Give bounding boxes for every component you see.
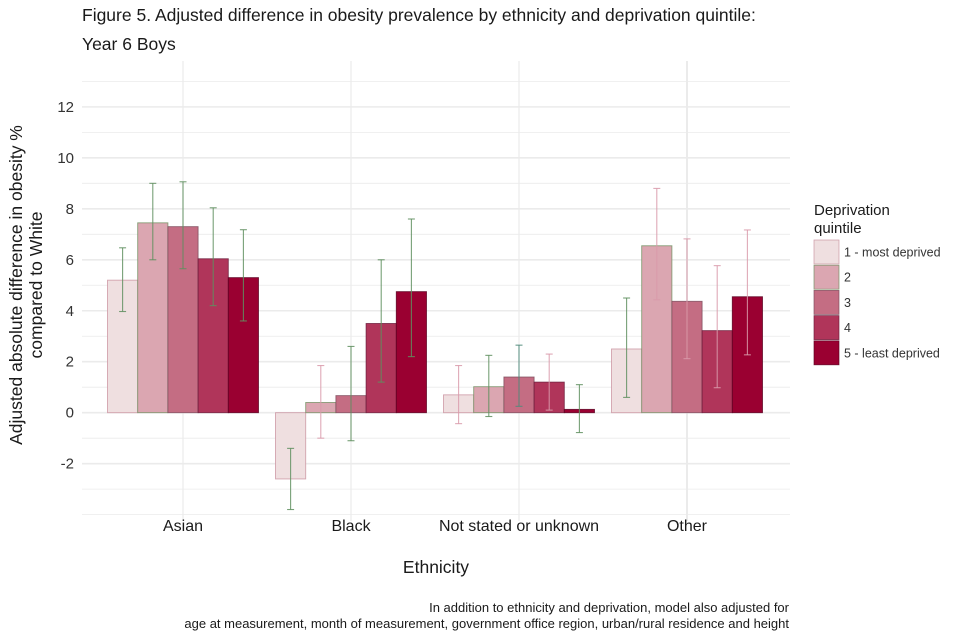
y-tick-label: 4 <box>66 303 74 320</box>
error-bar <box>317 364 325 439</box>
error-bar <box>545 353 553 411</box>
error-bar <box>347 345 355 442</box>
y-tick-label: 10 <box>57 150 74 167</box>
legend-title-line2: quintile <box>814 220 862 237</box>
legend-label-3: 3 <box>844 296 851 310</box>
y-tick-label: 0 <box>66 405 74 422</box>
chart-title: Figure 5. Adjusted difference in obesity… <box>82 5 756 25</box>
legend-key-4 <box>813 315 840 341</box>
y-axis-ticks: -2 0 2 4 6 8 10 12 <box>57 99 74 473</box>
bars <box>107 222 763 480</box>
y-axis-title-line1: Adjusted absolute difference in obesity … <box>6 125 26 445</box>
y-tick-label: 12 <box>57 99 74 116</box>
y-axis-title: Adjusted absolute difference in obesity … <box>6 125 46 445</box>
legend-label-2: 2 <box>844 271 851 285</box>
legend-key-2 <box>813 264 840 290</box>
y-tick-label: -2 <box>61 456 74 473</box>
error-bar <box>455 364 463 425</box>
x-tick-label: Other <box>667 518 708 535</box>
x-tick-label: Black <box>331 518 371 535</box>
error-bar <box>407 218 415 358</box>
y-tick-label: 2 <box>66 354 74 371</box>
error-bar <box>683 238 691 360</box>
error-bar <box>653 187 661 301</box>
y-tick-label: 8 <box>66 201 74 218</box>
error-bars <box>119 181 751 511</box>
error-bar <box>743 229 751 356</box>
y-axis-title-line2: compared to White <box>26 212 46 359</box>
x-axis-title: Ethnicity <box>403 557 469 577</box>
x-axis-ticks: Asian Black Not stated or unknown Other <box>163 518 708 535</box>
chart-subtitle: Year 6 Boys <box>82 34 176 54</box>
legend-label-5: 5 - least deprived <box>844 346 940 360</box>
error-bar <box>287 447 295 511</box>
error-bar <box>485 354 493 418</box>
error-bar <box>239 229 247 322</box>
legend-label-1: 1 - most deprived <box>844 246 941 260</box>
legend-key-5 <box>813 340 840 366</box>
legend-label-4: 4 <box>844 321 851 335</box>
error-bar <box>179 181 187 270</box>
error-bar <box>623 297 631 398</box>
error-bar <box>377 259 385 383</box>
legend-title-line1: Deprivation <box>814 202 890 219</box>
caption-line2: age at measurement, month of measurement… <box>184 616 789 631</box>
error-bar <box>119 247 127 313</box>
legend: Deprivation quintile 1 - most deprived 2 3… <box>813 202 941 366</box>
x-tick-label: Not stated or unknown <box>439 518 599 535</box>
legend-key-3 <box>813 289 840 315</box>
caption-line1: In addition to ethnicity and deprivation… <box>429 600 790 615</box>
x-tick-label: Asian <box>163 518 203 535</box>
y-tick-label: 6 <box>66 252 74 269</box>
legend-key-1 <box>813 239 840 265</box>
error-bar <box>515 344 523 407</box>
error-bar <box>713 265 721 389</box>
error-bar <box>209 207 217 307</box>
error-bar <box>575 384 583 434</box>
error-bar <box>149 182 157 261</box>
